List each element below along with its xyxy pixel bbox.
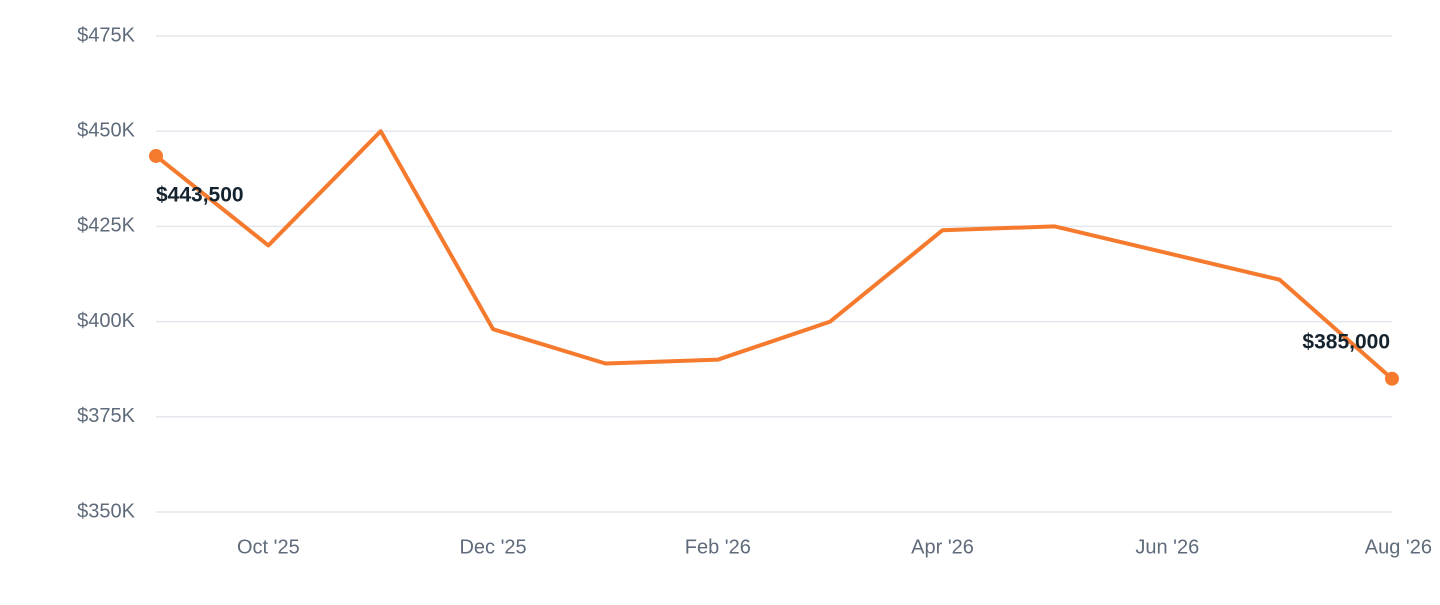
x-tick-label: Jun '26 <box>1135 536 1199 558</box>
y-tick-label: $450K <box>77 119 135 141</box>
y-tick-label: $475K <box>77 24 135 46</box>
y-tick-label: $425K <box>77 215 135 237</box>
point <box>149 148 163 163</box>
value-label: $385,000 <box>1302 330 1390 353</box>
x-tick-label: Apr '26 <box>911 536 974 558</box>
line <box>154 129 1394 381</box>
y-tick-label: $375K <box>77 405 135 427</box>
y-tick-label: $350K <box>77 500 135 522</box>
value-label: $443,500 <box>156 183 244 206</box>
y-tick-label: $400K <box>77 310 135 332</box>
point <box>1385 371 1399 386</box>
x-tick-label: Dec '25 <box>459 536 526 558</box>
x-tick-label: Aug '26 <box>1365 536 1432 558</box>
x-tick-label: Oct '25 <box>237 536 300 558</box>
x-tick-label: Feb '26 <box>685 536 751 558</box>
